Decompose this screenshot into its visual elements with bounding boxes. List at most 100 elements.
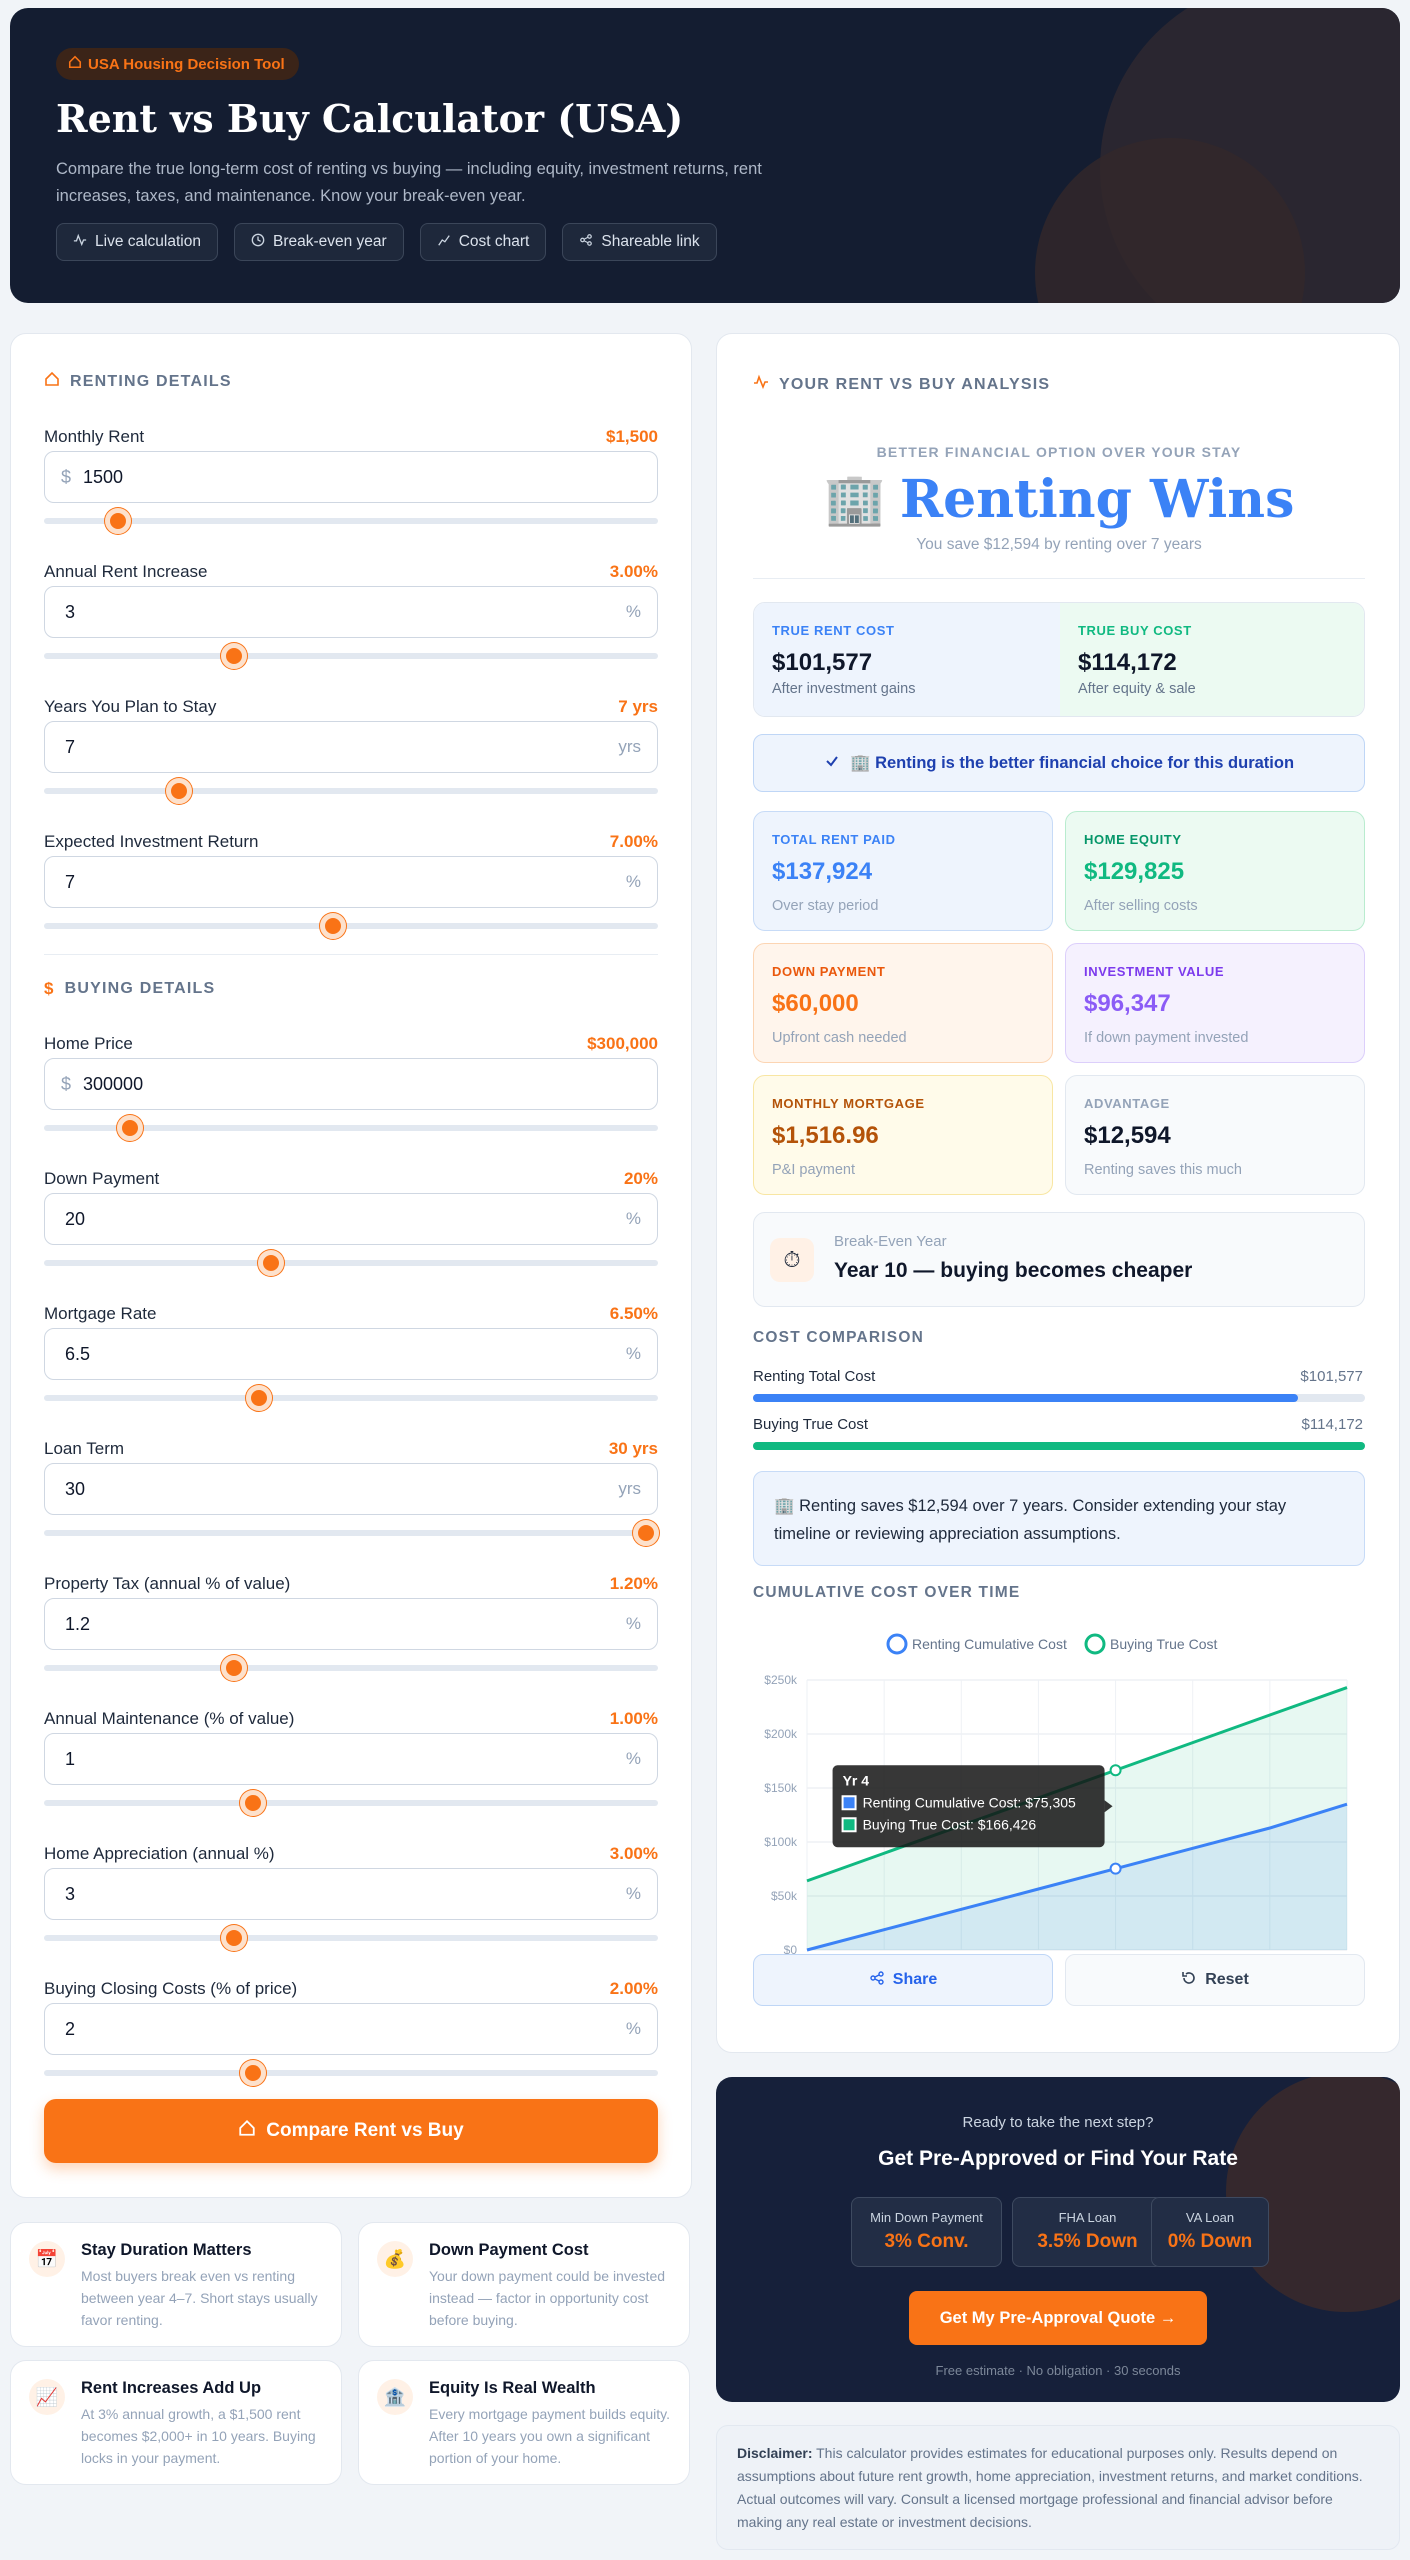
y-tick-label: $150k — [764, 1781, 798, 1795]
input-value: 7 — [65, 871, 76, 892]
verdict-banner: 🏢 Renting is the better financial choice… — [753, 734, 1365, 792]
hero-description: Compare the true long-term cost of renti… — [56, 160, 762, 205]
y-tick-label: $0 — [784, 1943, 798, 1957]
range-slider[interactable] — [44, 643, 658, 669]
field-label: Property Tax (annual % of value) — [44, 1574, 291, 1593]
number-input[interactable]: 20% — [44, 1193, 658, 1245]
home-icon — [68, 55, 82, 73]
field-label: Monthly Rent — [44, 427, 145, 446]
input-value: 3 — [65, 1883, 76, 1904]
input-value: 1500 — [83, 466, 124, 487]
range-slider[interactable] — [44, 1250, 658, 1276]
buy-bar-value: $114,172 — [1301, 1416, 1363, 1433]
range-slider[interactable] — [44, 1655, 658, 1681]
tip-text: Most buyers break even vs renting betwee… — [81, 2268, 318, 2328]
range-slider[interactable] — [44, 1790, 658, 1816]
slider-thumb[interactable] — [221, 1925, 248, 1951]
stat-va: VA Loan 0% Down — [1151, 2197, 1269, 2267]
true-cost-panel: TRUE RENT COST $101,577 After investment… — [753, 602, 1365, 717]
tooltip-swatch — [841, 1817, 857, 1833]
field-label: Home Appreciation (annual %) — [44, 1844, 275, 1863]
rent-bar-label: Renting Total Cost — [753, 1368, 876, 1385]
slider-thumb[interactable] — [245, 1385, 272, 1411]
unit-suffix: yrs — [618, 1479, 641, 1498]
input-value: 30 — [65, 1478, 86, 1499]
range-slider[interactable] — [44, 913, 658, 939]
series-line — [806, 1802, 1348, 1952]
field-value-display: 6.50% — [609, 1304, 658, 1323]
calendar-icon: 📅 — [29, 2241, 65, 2277]
slider-thumb[interactable] — [632, 1520, 659, 1546]
y-tick-label: $250k — [764, 1673, 798, 1687]
slider-thumb[interactable] — [239, 2060, 266, 2086]
share-icon — [869, 1970, 885, 1991]
metric-advantage: ADVANTAGE $12,594 Renting saves this muc… — [1065, 1075, 1365, 1195]
preapproval-card: Ready to take the next step? Get Pre-App… — [716, 2077, 1400, 2402]
legend-marker — [1084, 1633, 1106, 1655]
number-input[interactable]: 6.5% — [44, 1328, 658, 1380]
number-input[interactable]: 1% — [44, 1733, 658, 1785]
slider-thumb[interactable] — [319, 913, 346, 939]
rent-bar-fill — [753, 1394, 1298, 1402]
range-slider[interactable] — [44, 1385, 658, 1411]
input-value: 20 — [65, 1208, 86, 1229]
range-slider[interactable] — [44, 1520, 659, 1546]
stopwatch-icon: ⏱ — [770, 1238, 814, 1282]
unit-suffix: % — [625, 1884, 641, 1903]
metric-total-rent: TOTAL RENT PAID $137,924 Over stay perio… — [753, 811, 1053, 931]
number-input[interactable]: 2% — [44, 2003, 658, 2055]
number-input[interactable]: 3% — [44, 586, 658, 638]
range-slider[interactable] — [44, 1115, 658, 1141]
number-input[interactable]: $1500 — [44, 451, 658, 503]
chip-cost-chart: Cost chart — [419, 223, 547, 261]
unit-suffix: % — [625, 2019, 641, 2038]
share-button[interactable]: Share — [753, 1954, 1053, 2006]
slider-thumb[interactable] — [116, 1115, 143, 1141]
number-input[interactable]: $300000 — [44, 1058, 658, 1110]
unit-suffix: % — [625, 1344, 641, 1363]
slider-thumb[interactable] — [166, 778, 193, 804]
input-value: 7 — [65, 736, 76, 757]
field-value-display: 3.00% — [609, 562, 658, 581]
disclaimer: Disclaimer: This calculator provides est… — [716, 2425, 1400, 2550]
tooltip-line: Buying True Cost: $166,426 — [863, 1816, 1037, 1832]
trend-up-icon: 📈 — [29, 2379, 65, 2415]
legend-label: Renting Cumulative Cost — [912, 1636, 1067, 1652]
tooltip-arrow — [1104, 1800, 1113, 1813]
unit-suffix: % — [625, 872, 641, 891]
slider-thumb[interactable] — [221, 643, 248, 669]
reset-icon — [1181, 1970, 1197, 1991]
preapproval-button[interactable]: Get My Pre-Approval Quote → — [909, 2291, 1207, 2345]
range-slider[interactable] — [44, 778, 658, 804]
rent-bar-track — [753, 1394, 1365, 1402]
inputs-card: RENTING DETAILS Monthly Rent $1,500 $1500 A… — [10, 333, 692, 2198]
reset-button[interactable]: Reset — [1065, 1954, 1365, 2006]
slider-thumb[interactable] — [221, 1655, 248, 1681]
pulse-icon — [73, 233, 87, 252]
cost-comparison-title: COST COMPARISON — [753, 1329, 924, 1346]
number-input[interactable]: 7 yrs — [44, 721, 658, 773]
slider-thumb[interactable] — [258, 1250, 285, 1276]
range-slider[interactable] — [44, 1925, 658, 1951]
compare-button[interactable]: Compare Rent vs Buy — [44, 2099, 658, 2163]
money-bag-icon: 💰 — [377, 2241, 413, 2277]
slider-thumb[interactable] — [104, 508, 131, 534]
metric-down-payment: DOWN PAYMENT $60,000 Upfront cash needed — [753, 943, 1053, 1063]
number-input[interactable]: 30 yrs — [44, 1463, 658, 1515]
tip-card: 🏦 Equity Is Real Wealth Every mortgage p… — [358, 2360, 690, 2485]
cumulative-cost-chart: Renting Cumulative Cost Buying True Cost $… — [764, 1633, 1358, 1974]
tooltip-line: Renting Cumulative Cost: $75,305 — [863, 1794, 1076, 1810]
range-slider[interactable] — [44, 508, 658, 534]
input-value: 2 — [65, 2018, 76, 2039]
number-input[interactable]: 1.2% — [44, 1598, 658, 1650]
tip-title: Rent Increases Add Up — [81, 2379, 262, 2397]
number-input[interactable]: 3% — [44, 1868, 658, 1920]
number-input[interactable]: 7% — [44, 856, 658, 908]
divider — [753, 578, 1365, 579]
slider-thumb[interactable] — [239, 1790, 266, 1816]
unit-suffix: % — [625, 602, 641, 621]
home-icon — [238, 2119, 256, 2143]
range-slider[interactable] — [44, 2060, 658, 2086]
tip-text: Every mortgage payment builds equity. Af… — [429, 2406, 670, 2466]
home-icon — [44, 371, 60, 392]
